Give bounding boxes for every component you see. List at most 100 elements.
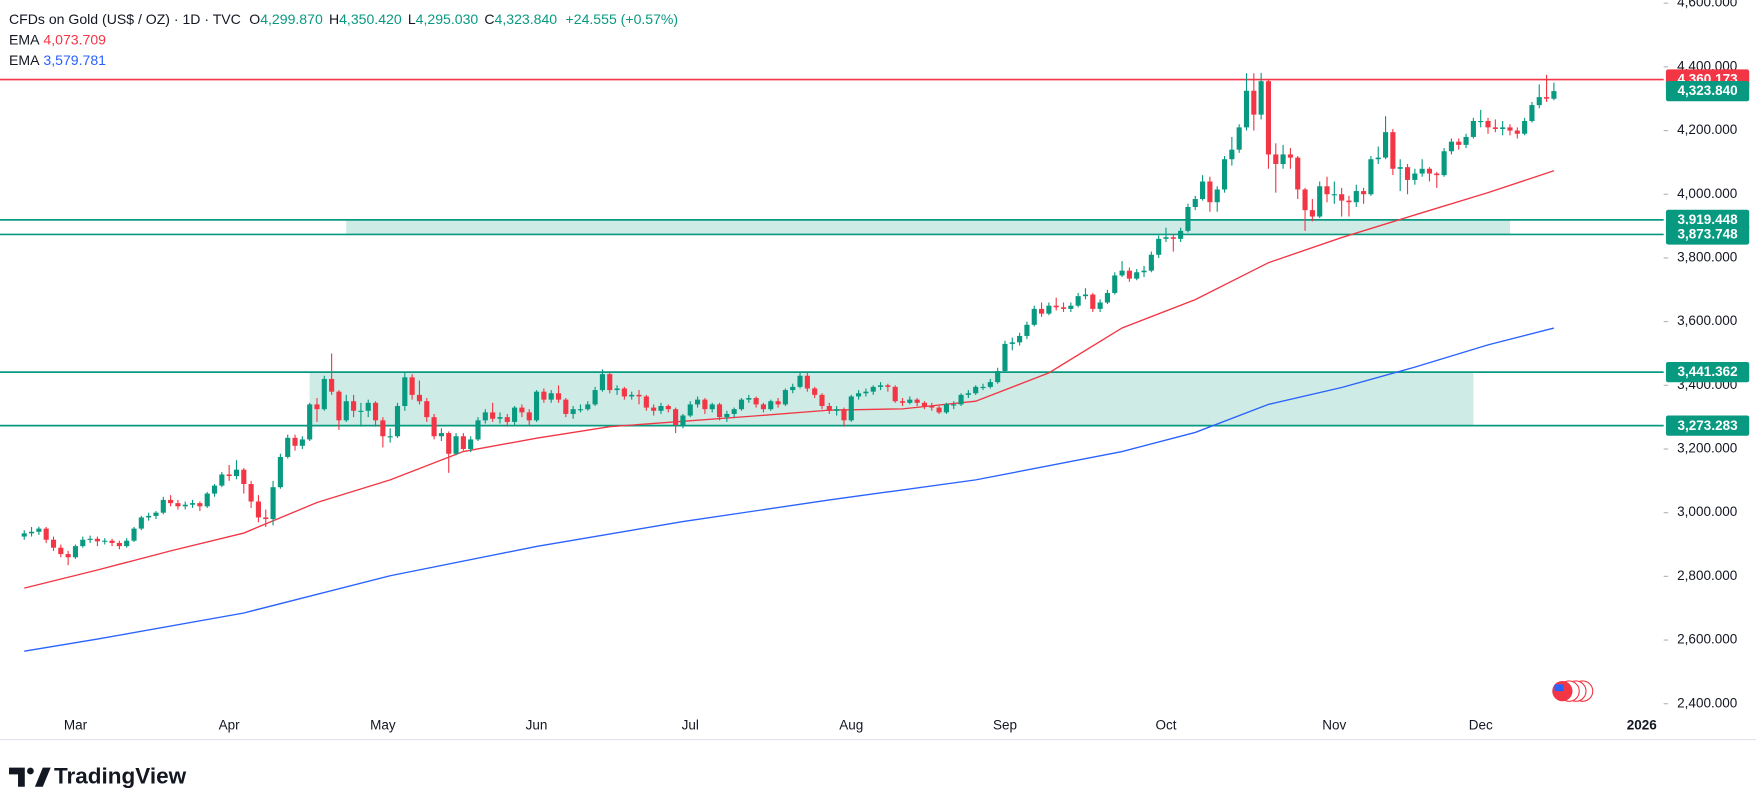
candle-body — [1112, 275, 1118, 293]
candle-body — [219, 474, 225, 486]
candle-body — [1456, 141, 1462, 145]
candle-body — [826, 405, 832, 411]
candle-body — [1046, 305, 1052, 314]
x-tick-label: Sep — [993, 718, 1017, 733]
candle-body — [299, 439, 305, 446]
candle-body — [124, 540, 130, 547]
candle-body — [621, 388, 627, 397]
candle-body — [504, 417, 510, 422]
x-tick-label: Jul — [682, 718, 699, 733]
y-tick-label: 4,600.000 — [1677, 0, 1737, 10]
candle-body — [365, 402, 371, 411]
candle-body — [1434, 173, 1440, 176]
candle-body — [812, 388, 818, 395]
candle-body — [1375, 157, 1381, 160]
candle-body — [1236, 127, 1242, 150]
candle-body — [1368, 159, 1374, 195]
candle-body — [343, 401, 349, 421]
y-tick-label: 2,400.000 — [1677, 695, 1737, 710]
candle-body — [1522, 121, 1528, 134]
candle-body — [233, 469, 240, 477]
candle-body — [1265, 81, 1272, 155]
candle-body — [1514, 130, 1520, 134]
candle-body — [687, 404, 693, 416]
candle-body — [285, 437, 291, 457]
candle-body — [87, 538, 93, 540]
candle-body — [555, 393, 562, 400]
candle-body — [1009, 342, 1015, 344]
candle-body — [585, 404, 591, 410]
candle-body — [1448, 141, 1454, 152]
candle-body — [951, 404, 957, 406]
candle-body — [731, 409, 737, 414]
candle-body — [1185, 206, 1191, 231]
price-label-box — [1665, 224, 1750, 245]
candle-body — [1119, 270, 1125, 276]
candle-body — [468, 439, 474, 449]
ohlc-value: 4,299.870 — [260, 11, 323, 27]
candle-body — [80, 539, 86, 547]
candle-body — [885, 385, 891, 387]
y-tick-label: 4,200.000 — [1677, 122, 1737, 137]
candle-body — [1361, 191, 1367, 195]
candle-body — [1507, 127, 1513, 131]
candle-body — [753, 398, 759, 405]
candle-body — [636, 394, 642, 397]
candle-body — [351, 401, 357, 411]
candle-body — [1017, 335, 1023, 343]
candle-body — [1441, 151, 1447, 176]
candle-body — [980, 386, 986, 389]
candle-body — [1192, 199, 1198, 207]
candle-body — [197, 503, 203, 507]
candle-body — [680, 415, 686, 426]
candle-body — [1339, 194, 1345, 201]
candle-body — [1097, 302, 1103, 309]
candle-body — [1382, 132, 1389, 158]
candle-body — [490, 412, 496, 419]
candle-body — [482, 412, 488, 421]
candle-body — [1302, 189, 1308, 211]
candle-body — [570, 409, 576, 414]
candle-body — [131, 528, 137, 541]
candle-body — [1412, 173, 1418, 180]
candle-body — [1317, 186, 1323, 217]
candle-body — [716, 404, 723, 418]
candle-body — [358, 410, 364, 412]
candle-body — [416, 394, 423, 402]
price-label-box — [1665, 415, 1750, 436]
candle-body — [921, 402, 928, 406]
candle-body — [314, 404, 320, 410]
candle-body — [987, 382, 993, 387]
candle-body — [651, 407, 657, 411]
candle-body — [1529, 105, 1535, 122]
candle-body — [1544, 97, 1550, 99]
y-tick-label: 3,800.000 — [1677, 249, 1737, 264]
candle-body — [226, 474, 232, 477]
candle-body — [380, 420, 386, 437]
candle-body — [1141, 270, 1147, 273]
candle-body — [673, 409, 679, 426]
candle-body — [211, 485, 218, 494]
candle-body — [182, 504, 188, 507]
candle-body — [460, 436, 466, 449]
candle-body — [1148, 254, 1154, 271]
candle-body — [1214, 189, 1220, 203]
candle-body — [72, 546, 79, 558]
candle-body — [1324, 186, 1330, 195]
x-tick-label: Oct — [1155, 718, 1176, 733]
candle-body — [94, 538, 100, 542]
zone — [309, 372, 1474, 426]
price-label: 3,441.362 — [1678, 364, 1738, 379]
candle-body — [1104, 292, 1110, 303]
candle-body — [402, 377, 408, 406]
candle-body — [607, 374, 613, 391]
price-label: 3,919.448 — [1678, 212, 1739, 227]
zone — [346, 219, 1510, 235]
candle-body — [28, 531, 35, 534]
candle-body — [50, 539, 57, 548]
candle-body — [548, 393, 554, 400]
logo-part — [34, 767, 51, 787]
legend-name: EMA — [9, 52, 40, 68]
candle-body — [541, 391, 547, 400]
